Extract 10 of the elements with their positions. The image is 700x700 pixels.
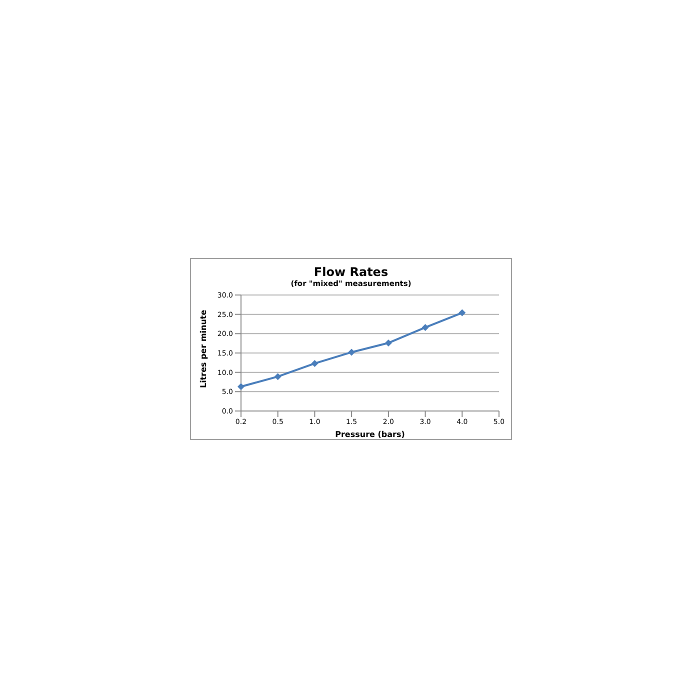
x-axis-title: Pressure (bars) (335, 430, 405, 439)
point (311, 360, 318, 367)
point (274, 373, 282, 380)
point (384, 339, 392, 346)
y-axis-title: Litres per minute (198, 309, 208, 388)
point (348, 348, 356, 356)
point (238, 383, 244, 390)
point (458, 309, 466, 316)
chart-title: Flow Rates (312, 265, 390, 279)
point (422, 324, 429, 331)
